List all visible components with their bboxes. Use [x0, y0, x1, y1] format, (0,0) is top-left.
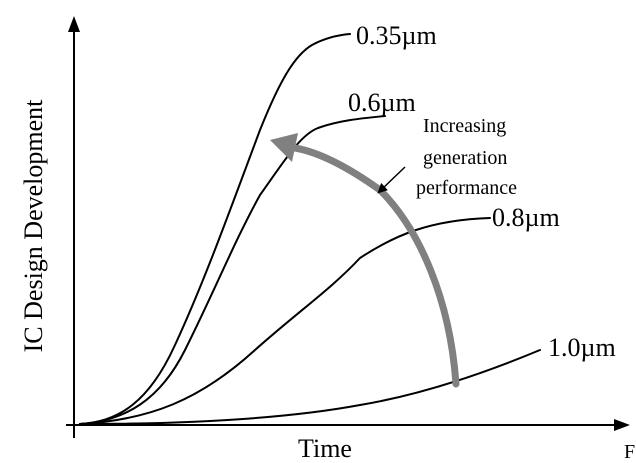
curve-0.35um — [79, 33, 351, 425]
corner-text: F — [624, 441, 635, 463]
curves — [79, 33, 541, 425]
y-axis-arrowhead — [68, 16, 80, 32]
curve-0.6um — [79, 115, 386, 425]
trend-arrow-shaft — [291, 144, 460, 388]
annotation: Increasing generation performance — [377, 115, 517, 199]
x-axis-label: Time — [298, 434, 352, 463]
curve-1.0um — [79, 349, 541, 425]
annotation-line-1: Increasing — [423, 115, 506, 137]
y-axis-label: IC Design Development — [19, 99, 48, 353]
annotation-line-3: performance — [416, 177, 517, 199]
x-axis-arrowhead — [614, 419, 630, 431]
curve-0.8um — [79, 217, 491, 425]
curve-label-0.8um: 0.8µm — [492, 203, 560, 232]
axes — [66, 16, 630, 438]
curve-label-1.0um: 1.0µm — [548, 333, 616, 362]
annotation-line-2: generation — [423, 147, 507, 169]
annotation-pointer — [377, 166, 406, 194]
curve-label-0.6um: 0.6µm — [348, 88, 416, 117]
trend-arrow — [270, 133, 460, 388]
curve-label-0.35um: 0.35µm — [356, 21, 437, 50]
trend-arrow-head — [270, 133, 298, 162]
